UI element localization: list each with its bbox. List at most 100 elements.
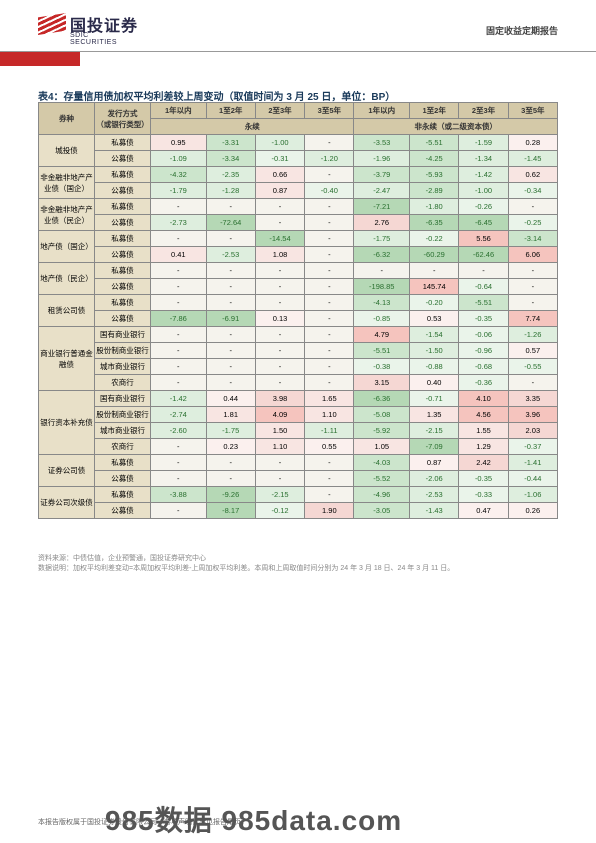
data-cell: 3.98 <box>255 391 304 407</box>
table-row: 地产债（国企）私募债---14.54--1.75-0.225.56-3.14 <box>39 231 558 247</box>
data-cell: 3.15 <box>354 375 410 391</box>
watermark: 985数据 985data.com <box>105 799 402 839</box>
data-cell: 0.26 <box>508 503 557 519</box>
data-cell: -1.43 <box>410 503 459 519</box>
data-cell: - <box>305 311 354 327</box>
type-cell: 国有商业银行 <box>95 327 151 343</box>
data-cell: -5.52 <box>354 471 410 487</box>
data-cell: 1.65 <box>305 391 354 407</box>
data-cell: - <box>255 215 304 231</box>
data-cell: 0.95 <box>151 135 207 151</box>
table-row: 银行资本补充债国有商业银行-1.420.443.981.65-6.36-0.71… <box>39 391 558 407</box>
data-cell: - <box>305 295 354 311</box>
table-row: 公募债-1.79-1.280.87-0.40-2.47-2.89-1.00-0.… <box>39 183 558 199</box>
cat-cell: 非金融非地产产业债（民企） <box>39 199 95 231</box>
data-cell: -1.59 <box>459 135 508 151</box>
data-cell: - <box>305 231 354 247</box>
data-cell: - <box>206 279 255 295</box>
data-cell: 0.13 <box>255 311 304 327</box>
data-cell: -3.31 <box>206 135 255 151</box>
col-sub-2: 2至3年 <box>255 103 304 119</box>
table-row: 公募债--8.17-0.121.90-3.05-1.430.470.26 <box>39 503 558 519</box>
data-cell: - <box>305 247 354 263</box>
data-cell: -6.91 <box>206 311 255 327</box>
data-cell: - <box>255 455 304 471</box>
type-cell: 公募债 <box>95 247 151 263</box>
data-cell: - <box>459 263 508 279</box>
data-cell: -5.51 <box>410 135 459 151</box>
data-cell: -62.46 <box>459 247 508 263</box>
type-cell: 股份制商业银行 <box>95 343 151 359</box>
table-row: 证券公司债私募债-----4.030.872.42-1.41 <box>39 455 558 471</box>
data-cell: - <box>305 167 354 183</box>
data-cell: 1.05 <box>354 439 410 455</box>
data-cell: -1.06 <box>508 487 557 503</box>
data-cell: - <box>206 375 255 391</box>
data-cell: - <box>206 295 255 311</box>
type-cell: 私募债 <box>95 135 151 151</box>
data-cell: -0.85 <box>354 311 410 327</box>
data-cell: 0.40 <box>410 375 459 391</box>
data-cell: - <box>255 343 304 359</box>
data-cell: -0.35 <box>459 471 508 487</box>
col-sub-4: 1年以内 <box>354 103 410 119</box>
data-cell: - <box>206 359 255 375</box>
data-cell: -2.53 <box>206 247 255 263</box>
data-cell: 1.10 <box>305 407 354 423</box>
type-cell: 公募债 <box>95 183 151 199</box>
data-cell: -6.45 <box>459 215 508 231</box>
col-sub-3: 3至5年 <box>305 103 354 119</box>
type-cell: 公募债 <box>95 151 151 167</box>
data-cell: - <box>151 231 207 247</box>
data-cell: 1.90 <box>305 503 354 519</box>
data-cell: -1.96 <box>354 151 410 167</box>
data-cell: 0.87 <box>255 183 304 199</box>
data-cell: - <box>305 455 354 471</box>
data-cell: 0.23 <box>206 439 255 455</box>
type-cell: 公募债 <box>95 279 151 295</box>
data-cell: -7.09 <box>410 439 459 455</box>
data-cell: - <box>206 471 255 487</box>
cat-cell: 非金融非地产产业债（国企） <box>39 167 95 199</box>
data-cell: -2.47 <box>354 183 410 199</box>
data-cell: -4.32 <box>151 167 207 183</box>
data-cell: - <box>255 199 304 215</box>
data-cell: -8.17 <box>206 503 255 519</box>
data-cell: -1.41 <box>508 455 557 471</box>
data-cell: -4.96 <box>354 487 410 503</box>
table-row: 城市商业银行-2.60-1.751.50-1.11-5.92-2.151.552… <box>39 423 558 439</box>
cat-cell: 银行资本补充债 <box>39 391 95 455</box>
cat-cell: 商业银行普通金融债 <box>39 327 95 391</box>
data-cell: -1.45 <box>508 151 557 167</box>
data-cell: - <box>410 263 459 279</box>
table-row: 公募债-----5.52-2.06-0.35-0.44 <box>39 471 558 487</box>
data-cell: -0.34 <box>508 183 557 199</box>
data-cell: -0.22 <box>410 231 459 247</box>
data-cell: 1.29 <box>459 439 508 455</box>
header-bar: 国投证券 SDIC SECURITIES 固定收益定期报告 <box>0 0 596 52</box>
data-cell: -0.40 <box>305 183 354 199</box>
cat-cell: 地产债（民企） <box>39 263 95 295</box>
data-cell: -198.85 <box>354 279 410 295</box>
data-cell: -1.75 <box>206 423 255 439</box>
data-cell: - <box>151 327 207 343</box>
data-cell: 0.62 <box>508 167 557 183</box>
data-cell: - <box>255 327 304 343</box>
data-cell: -72.64 <box>206 215 255 231</box>
data-cell: -1.80 <box>410 199 459 215</box>
data-cell: -0.36 <box>459 375 508 391</box>
data-cell: -0.64 <box>459 279 508 295</box>
data-cell: - <box>151 503 207 519</box>
data-cell: -2.15 <box>410 423 459 439</box>
table-row: 股份制商业银行-----5.51-1.50-0.960.57 <box>39 343 558 359</box>
data-cell: -2.35 <box>206 167 255 183</box>
data-cell: -4.25 <box>410 151 459 167</box>
data-cell: 3.35 <box>508 391 557 407</box>
data-cell: -0.26 <box>459 199 508 215</box>
data-cell: -3.05 <box>354 503 410 519</box>
table-row: 公募债0.41-2.531.08--6.32-60.29-62.466.06 <box>39 247 558 263</box>
data-cell: -1.50 <box>410 343 459 359</box>
footnote-1: 资料来源：中债估值，企业预警通，国投证券研究中心 <box>38 554 206 563</box>
type-cell: 私募债 <box>95 295 151 311</box>
data-cell: - <box>255 279 304 295</box>
